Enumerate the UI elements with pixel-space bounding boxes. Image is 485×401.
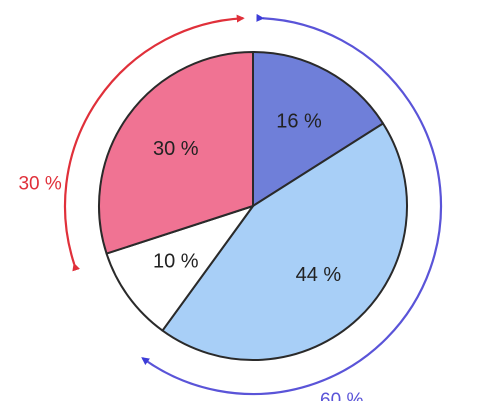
slice-value-label: 16 %	[276, 111, 322, 133]
pie-slices	[98, 51, 408, 361]
annotation-arc-right	[141, 13, 443, 396]
annotation-arcs: 30 % 60 %	[18, 13, 443, 401]
pie-slice	[252, 51, 385, 207]
slice-value-label: 10 %	[153, 250, 199, 272]
annotation-label: 30 %	[18, 174, 61, 195]
slice-value-label: 30 %	[153, 138, 199, 160]
slice-value-label: 44 %	[296, 264, 342, 286]
annotation-label: 60 %	[320, 390, 363, 401]
